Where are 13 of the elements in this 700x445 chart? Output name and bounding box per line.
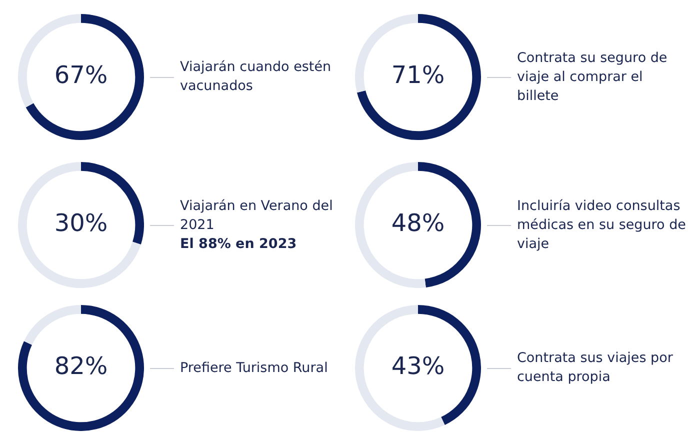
text: Viajarán en Verano del 2021 <box>180 196 334 234</box>
data-label: 48% <box>391 209 445 238</box>
text: Contrata su seguro de viaje al comprar el billete <box>517 48 668 106</box>
text: El 88% en 2023 <box>180 234 298 254</box>
text: Viajarán cuando estén vacunados <box>180 58 332 96</box>
text: Prefiere Turismo Rural <box>180 358 329 378</box>
text: Incluiría video consultas médicas en su seguro de viaje <box>517 196 687 254</box>
data-label: 82% <box>54 352 108 380</box>
data-label: 71% <box>391 61 445 90</box>
text: Contrata sus viajes por cuenta propia <box>517 349 674 387</box>
data-label: 30% <box>54 209 108 238</box>
data-label: 67% <box>54 61 108 90</box>
data-label: 43% <box>391 352 445 380</box>
